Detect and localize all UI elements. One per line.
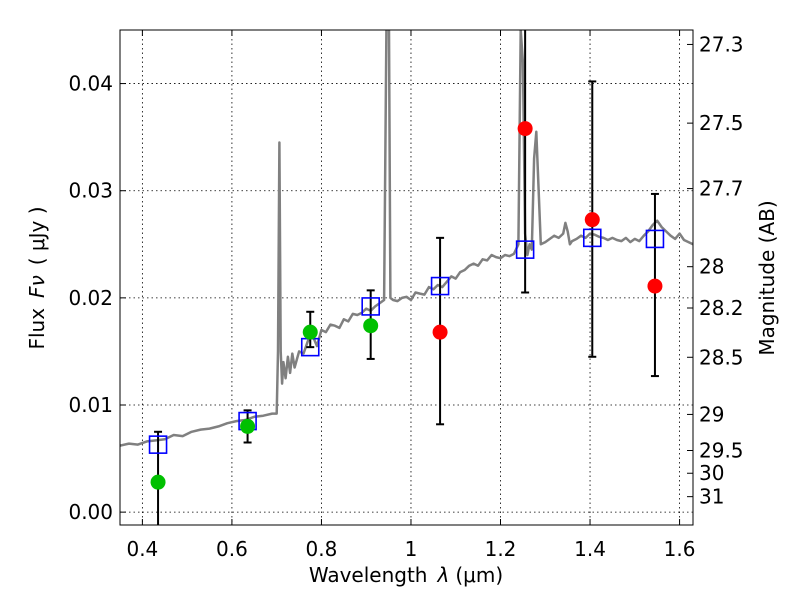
grid — [120, 30, 693, 525]
x-axis-label: Wavelength λ (μm) — [309, 563, 503, 587]
x-tick-label: 0.6 — [216, 537, 248, 561]
model-photometry-square — [645, 229, 665, 249]
y2-tick-label: 31 — [699, 485, 724, 509]
y-tick-label: 0.03 — [68, 179, 113, 203]
x-tick-label: 1.6 — [664, 537, 696, 561]
spectrum-line — [120, 30, 693, 447]
y-tick-label: 0.02 — [68, 286, 113, 310]
y2-axis-label: Magnitude (AB) — [755, 200, 779, 355]
model-photometry-square — [430, 276, 450, 296]
model-photometry-square — [515, 240, 535, 259]
y2-tick-label: 28.2 — [699, 296, 744, 320]
x-tick-label: 1 — [405, 537, 418, 561]
optical-point — [240, 418, 256, 434]
optical-point — [150, 474, 166, 490]
x-axis-label-text: Wavelength — [309, 563, 428, 587]
nir-point — [647, 278, 663, 294]
y-tick-label: 0.00 — [68, 500, 113, 524]
x-tick-label: 0.8 — [306, 537, 338, 561]
spectrum-layer — [120, 30, 693, 447]
y2-tick-label: 29.5 — [699, 438, 744, 462]
optical-point — [363, 318, 379, 334]
y2-tick-label: 27.5 — [699, 111, 744, 135]
y-tick-label: 0.04 — [68, 72, 113, 96]
y-axis-label-symbol: Fν — [25, 275, 49, 298]
axes: 0.4 0.6 0.8 1 1.2 1.4 1.6 0.00 0.01 0.02 0.03 0.04 2… — [68, 30, 744, 561]
y-axis-label: Flux Fν ( μJy ) — [25, 206, 49, 349]
marker-layer — [148, 121, 665, 490]
y2-tick-label: 29 — [699, 402, 724, 426]
x-tick-label: 0.4 — [126, 537, 158, 561]
x-axis-label-symbol: λ — [437, 563, 450, 587]
y-tick-label: 0.01 — [68, 393, 113, 417]
model-photometry-square — [148, 435, 168, 454]
y2-tick-label: 27.3 — [699, 32, 744, 56]
optical-point — [302, 324, 318, 340]
y2-tick-label: 28.5 — [699, 345, 744, 369]
model-photometry-square — [582, 228, 602, 248]
y-axis-label-text: Flux — [25, 308, 49, 350]
y2-tick-label: 30 — [699, 461, 724, 485]
nir-point — [432, 324, 448, 340]
x-tick-label: 1.2 — [485, 537, 517, 561]
nir-point — [584, 212, 600, 228]
model-photometry-square — [361, 297, 380, 316]
nir-point — [517, 121, 533, 137]
y2-tick-label: 27.7 — [699, 177, 744, 201]
y-axis-label-unit: ( μJy ) — [25, 206, 49, 265]
x-tick-label: 1.4 — [574, 537, 606, 561]
y2-tick-label: 28 — [699, 255, 724, 279]
plot-frame — [119, 29, 694, 526]
x-axis-label-unit: (μm) — [455, 563, 503, 587]
